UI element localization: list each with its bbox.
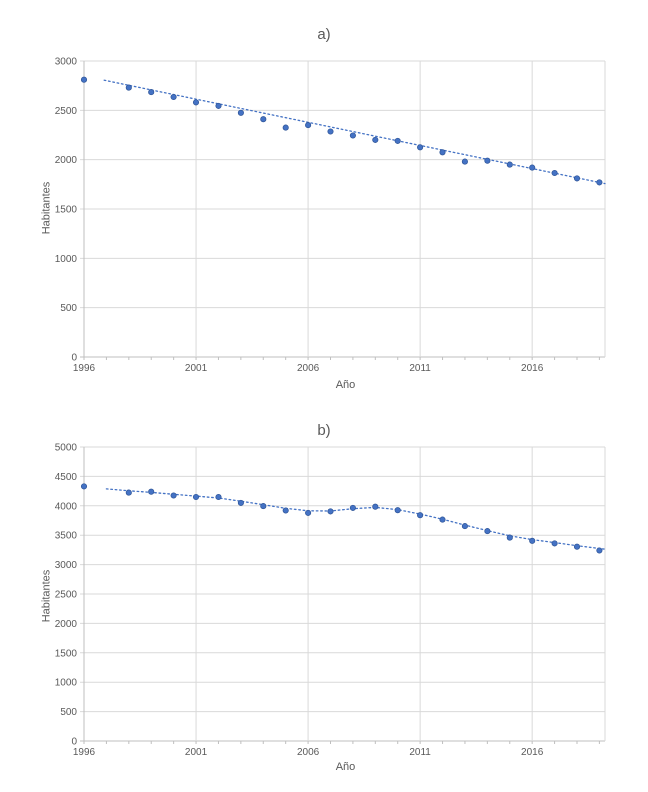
data-point [327, 508, 334, 515]
y-tick-label: 1500 [55, 205, 78, 216]
x-tick-label: 2006 [297, 363, 320, 374]
data-point [192, 493, 200, 501]
y-tick-label: 1000 [55, 678, 78, 689]
y-tick-label: 2000 [55, 619, 78, 630]
data-point [484, 528, 491, 535]
y-tick-label: 1500 [55, 648, 78, 659]
data-point [260, 503, 267, 510]
y-tick-label: 5000 [55, 443, 78, 454]
trendline [103, 79, 606, 185]
y-tick-label: 2500 [55, 590, 78, 601]
x-tick-label: 2001 [185, 363, 208, 374]
data-point [282, 124, 289, 131]
data-point [394, 137, 401, 144]
data-point [439, 516, 446, 523]
y-tick-label: 2500 [55, 106, 78, 117]
data-point [215, 493, 222, 501]
data-point [551, 169, 558, 177]
data-point [327, 128, 334, 135]
y-tick-label: 2000 [55, 155, 78, 166]
data-point [349, 504, 356, 511]
y-tick-label: 3000 [55, 57, 78, 68]
y-tick-label: 3000 [55, 560, 78, 571]
data-point [170, 492, 177, 499]
y-tick-label: 500 [60, 707, 77, 718]
data-point [529, 537, 536, 544]
y-tick-label: 3500 [55, 531, 78, 542]
y-tick-label: 500 [60, 303, 77, 314]
data-point [573, 175, 581, 182]
data-point [529, 164, 536, 171]
x-tick-label: 2011 [409, 363, 431, 374]
y-tick-label: 0 [71, 737, 77, 748]
data-point [305, 122, 312, 129]
data-point [372, 503, 379, 510]
data-point [237, 499, 244, 506]
x-tick-label: 2001 [185, 747, 208, 758]
data-point [125, 84, 132, 91]
data-point [260, 116, 267, 123]
data-point [237, 109, 244, 116]
x-tick-label: 2016 [521, 363, 544, 374]
data-point [192, 99, 200, 106]
chart-b-title: b) [317, 422, 331, 439]
data-point [80, 483, 88, 490]
data-point [596, 179, 603, 186]
data-point [305, 509, 312, 516]
y-tick-label: 0 [71, 353, 77, 364]
data-point [148, 89, 155, 96]
data-point [80, 76, 88, 83]
chart-a-x-axis-title: Año [335, 379, 356, 391]
data-point [417, 144, 424, 151]
data-point [573, 543, 581, 550]
data-point [506, 161, 513, 168]
data-point [215, 102, 222, 109]
data-point [484, 157, 491, 164]
data-point [282, 507, 289, 514]
chart-a-plot: 0 500 1000 1500 2000 2500 3000 1996 2001 2006 2011… [55, 57, 606, 374]
data-point [125, 489, 132, 496]
chart-a-title: a) [317, 26, 331, 43]
data-point [461, 523, 468, 530]
x-tick-label: 2006 [297, 747, 320, 758]
y-tick-label: 4500 [55, 472, 78, 483]
data-point [349, 132, 356, 139]
data-point [461, 158, 468, 165]
chart-b-plot: 0 500 1000 1500 2000 2500 3000 3500 4000 4500 5000… [55, 443, 606, 758]
data-point [596, 547, 603, 554]
chart-b-section: b) Habitantes 0 500 1000 1500 2000 2500 3000 35… [0, 396, 648, 792]
data-point [170, 93, 177, 101]
x-tick-label: 2016 [521, 747, 544, 758]
data-point [394, 507, 401, 514]
y-tick-label: 4000 [55, 501, 78, 512]
chart-b-x-axis-title: Año [335, 761, 356, 773]
data-point [372, 136, 379, 143]
data-point [551, 540, 558, 547]
data-point [506, 534, 513, 541]
chart-a-section: a) Habitantes 0 500 1000 1500 2000 2500 3000 19… [40, 26, 606, 391]
data-point [148, 488, 155, 495]
x-tick-label: 2011 [409, 747, 431, 758]
x-tick-label: 1996 [73, 747, 96, 758]
data-point [439, 149, 446, 156]
y-tick-label: 1000 [55, 254, 78, 265]
data-point [417, 512, 424, 519]
x-tick-label: 1996 [73, 363, 96, 374]
